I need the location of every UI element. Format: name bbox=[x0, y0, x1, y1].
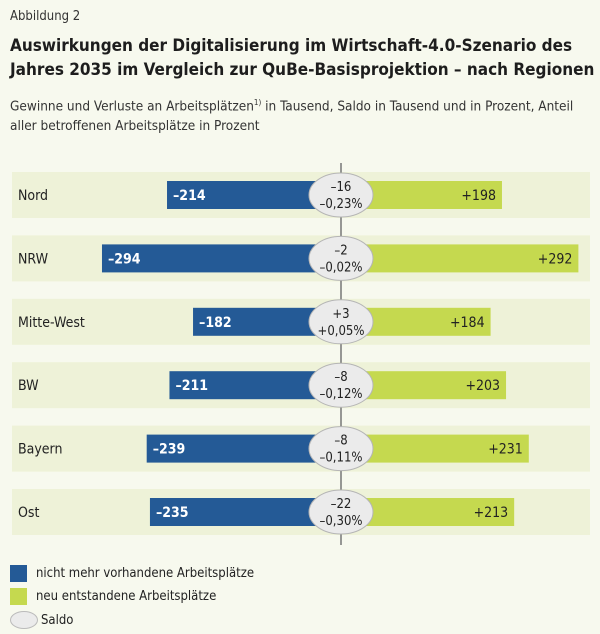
legend-item-saldo: Saldo bbox=[10, 611, 73, 629]
saldo-ellipse bbox=[308, 426, 374, 472]
saldo-ellipse bbox=[308, 172, 374, 218]
bar-gains bbox=[341, 244, 579, 273]
bar-label-losses: –294 bbox=[108, 251, 141, 267]
subtitle-text: Gewinne und Verluste an Arbeitsplätzen bbox=[10, 98, 254, 115]
chart-subtitle: Gewinne und Verluste an Arbeitsplätzen1)… bbox=[10, 93, 595, 136]
bar-label-losses: –235 bbox=[156, 505, 189, 521]
bar-label-losses: –211 bbox=[175, 378, 208, 394]
saldo-ellipse bbox=[308, 235, 374, 281]
legend-label: Saldo bbox=[41, 612, 74, 628]
category-label: BW bbox=[18, 378, 39, 394]
saldo-percent: –0,23% bbox=[320, 197, 363, 212]
saldo-value: –2 bbox=[334, 243, 347, 258]
chart-title: Auswirkungen der Digitalisierung im Wirt… bbox=[10, 36, 595, 80]
saldo-percent: +0,05% bbox=[318, 324, 365, 339]
category-label: Ost bbox=[18, 505, 39, 521]
bar-label-losses: –182 bbox=[199, 315, 232, 331]
saldo-value: –22 bbox=[331, 497, 352, 512]
footnote-mark: 1) bbox=[253, 98, 262, 107]
legend-swatch-green bbox=[10, 588, 27, 605]
bar-label-gains: +184 bbox=[450, 315, 485, 331]
legend-label: neu entstandene Arbeitsplätze bbox=[36, 589, 217, 604]
bar-label-losses: –214 bbox=[173, 188, 206, 204]
saldo-percent: –0,02% bbox=[320, 260, 363, 275]
legend-swatch-blue bbox=[10, 565, 27, 582]
saldo-percent: –0,12% bbox=[320, 387, 363, 402]
category-label: Bayern bbox=[18, 442, 62, 458]
legend-item-losses: nicht mehr vorhandene Arbeitsplätze bbox=[10, 565, 254, 582]
saldo-ellipse bbox=[308, 299, 374, 345]
saldo-value: +3 bbox=[332, 307, 349, 322]
saldo-value: –8 bbox=[334, 370, 347, 385]
figure-label: Abbildung 2 bbox=[10, 9, 81, 24]
saldo-ellipse bbox=[308, 362, 374, 408]
subtitle-text-2: in Tausend, Saldo in Tausend und in Proz… bbox=[10, 98, 574, 134]
saldo-value: –16 bbox=[331, 180, 352, 195]
saldo-percent: –0,11% bbox=[320, 451, 363, 466]
legend-item-gains: neu entstandene Arbeitsplätze bbox=[10, 588, 216, 605]
legend-label: nicht mehr vorhandene Arbeitsplätze bbox=[36, 566, 255, 581]
saldo-ellipse bbox=[308, 489, 374, 535]
bar-label-gains: +231 bbox=[488, 442, 523, 458]
category-label: NRW bbox=[18, 251, 49, 267]
legend-ellipse bbox=[10, 611, 38, 629]
bar-losses bbox=[101, 244, 341, 273]
bar-label-gains: +213 bbox=[474, 505, 509, 521]
bar-label-losses: –239 bbox=[153, 442, 186, 458]
saldo-percent: –0,30% bbox=[320, 514, 363, 529]
category-label: Nord bbox=[18, 188, 48, 204]
bar-label-gains: +198 bbox=[461, 188, 496, 204]
category-label: Mitte-West bbox=[18, 315, 85, 331]
saldo-value: –8 bbox=[334, 434, 347, 449]
bar-label-gains: +292 bbox=[538, 251, 573, 267]
bar-label-gains: +203 bbox=[465, 378, 500, 394]
